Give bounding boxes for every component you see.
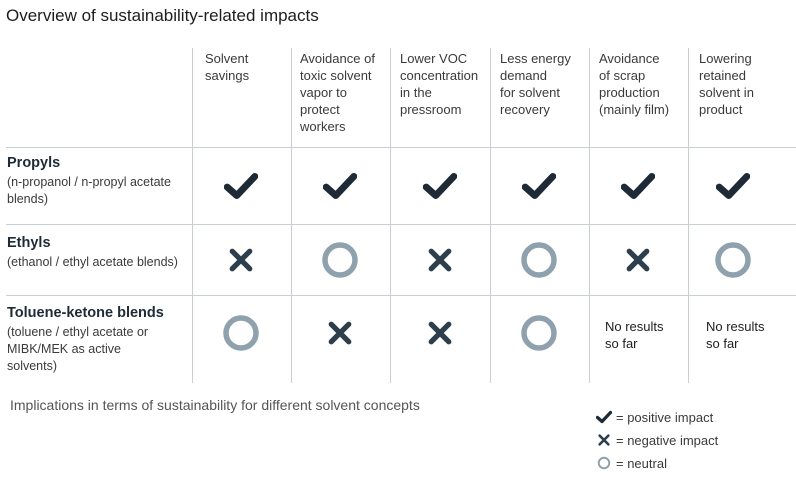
check-icon (390, 166, 490, 206)
cross-icon (390, 313, 490, 353)
grid-line (589, 48, 590, 383)
column-header: Less energy demand for solvent recovery (500, 51, 571, 117)
circle-icon (290, 240, 390, 280)
cross-icon (588, 240, 688, 280)
no-results-text: No results so far (706, 319, 765, 351)
grid-line (291, 48, 292, 383)
legend-item-positive: = positive impact (596, 409, 713, 425)
no-results-text: No results so far (605, 319, 664, 351)
legend-label: = negative impact (616, 432, 719, 448)
row-title: Propyls (7, 155, 61, 171)
legend-item-neutral: = neutral (596, 455, 667, 471)
row-title: Toluene-ketone blends (7, 305, 164, 321)
page-title: Overview of sustainability-related impac… (6, 6, 319, 25)
check-icon (588, 166, 688, 206)
grid-line (688, 48, 689, 383)
circle-icon (596, 455, 612, 471)
cross-icon (390, 240, 490, 280)
circle-icon (489, 240, 589, 280)
grid-line (390, 48, 391, 383)
legend-item-negative: = negative impact (596, 432, 718, 448)
legend-label: = positive impact (616, 409, 714, 425)
check-icon (596, 409, 612, 425)
column-header: Avoidance of scrap production (mainly film) (599, 51, 670, 117)
grid-line (6, 224, 796, 225)
circle-icon (683, 240, 783, 280)
row-subtitle: (n-propanol / n-propyl acetate blends) (7, 175, 171, 206)
check-icon (290, 166, 390, 206)
cross-icon (290, 313, 390, 353)
grid-line (192, 48, 193, 383)
row-subtitle: (toluene / ethyl acetate or MIBK/MEK as a… (7, 325, 149, 373)
check-icon (489, 166, 589, 206)
grid-line (6, 147, 796, 148)
check-icon (683, 166, 783, 206)
circle-icon (489, 313, 589, 353)
cross-icon (596, 432, 612, 448)
row-title: Ethyls (7, 235, 51, 251)
column-header: Lower VOC concentration in the pressroom (400, 51, 479, 117)
column-header: Lowering retained solvent in product (699, 51, 754, 117)
caption: Implications in terms of sustainability … (10, 397, 420, 413)
column-header: Avoidance of toxic solvent vapor to protect… (300, 51, 375, 134)
grid-line (6, 295, 796, 296)
grid-line (490, 48, 491, 383)
cross-icon (191, 240, 291, 280)
circle-icon (191, 313, 291, 353)
row-subtitle: (ethanol / ethyl acetate blends) (7, 255, 178, 269)
column-header: Solvent savings (205, 51, 250, 83)
check-icon (191, 166, 291, 206)
legend-label: = neutral (616, 455, 667, 471)
